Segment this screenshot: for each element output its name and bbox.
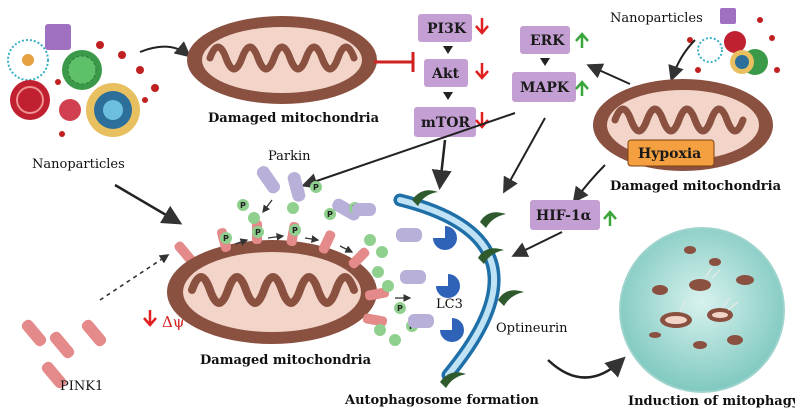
arrow-mapk-autophagosome [503,117,546,194]
arrow-mito-right-mapk [586,63,631,85]
parkin-lc3-complexes [352,203,434,328]
arrow-mtor-autophagosome [431,139,452,190]
phospho-group: P P P P P P P P P [220,181,418,346]
arrow-akt-mtor [443,92,453,100]
svg-text:P: P [240,201,246,210]
arrow-np-to-mito-top [139,41,192,58]
optineurin-group [412,190,524,388]
mitochondria-right: Hypoxia [593,79,773,171]
induction-label: Induction of mitophagy [628,394,795,409]
optineurin-label: Optineurin [496,321,568,336]
akt-down-arrow-icon [475,63,489,80]
mtor-box: mTOR [414,107,476,137]
arrow-mito-right-hif [572,164,606,204]
akt-box: Akt [424,59,468,87]
chain-arrows [234,199,412,302]
arrow-to-mitophagy [547,356,626,379]
autophagosome-membrane-inner [397,197,498,378]
parkin-cluster [256,166,361,221]
pink1-label: PINK1 [60,379,103,394]
svg-text:P: P [255,228,261,237]
arrow-np-to-mito-bottom [114,183,183,225]
delta-psi-down-arrow-icon [143,310,157,327]
mapk-box: MAPK [512,72,576,102]
mitochondria-bottom [167,240,377,344]
damaged-mito-right-label: Damaged mitochondria [610,179,782,194]
mitophagy-vesicle [619,227,785,393]
hypoxia-label: Hypoxia [638,146,701,162]
pink1-on-membrane [174,241,196,265]
hif1a-box: HIF-1α [530,200,600,230]
pi3k-box: PI3K [418,14,472,42]
arrow-pink1-mito [99,254,170,301]
delta-psi-label: Δψ [162,313,185,331]
autophagosome-label: Autophagosome formation [344,393,539,408]
arrow-pi3k-akt [443,46,453,54]
pink1-cluster [21,319,107,389]
svg-text:P: P [223,234,229,243]
svg-text:P: P [327,210,333,219]
mapk-label: MAPK [520,80,570,96]
nanoparticles-left-label: Nanoparticles [32,157,125,172]
svg-text:P: P [292,226,298,235]
svg-text:P: P [313,183,319,192]
damaged-mito-bottom-label: Damaged mitochondria [200,353,372,368]
arrow-erk-mapk [540,58,550,66]
erk-box: ERK [520,26,570,54]
lc3-label: LC3 [436,297,463,312]
arrow-mapk-parkin [301,112,516,189]
erk-up-arrow-icon [575,32,589,48]
nanoparticle-cluster-left [7,24,159,137]
hif1a-label: HIF-1α [536,208,592,224]
mitochondria-top [187,16,377,104]
damaged-mito-top-label: Damaged mitochondria [208,111,380,126]
hif1a-up-arrow-icon [603,210,617,226]
akt-label: Akt [431,66,460,82]
arrow-np-right-to-mito [668,39,696,82]
mtor-label: mTOR [421,115,470,131]
parkin-label: Parkin [268,149,311,164]
erk-label: ERK [530,33,565,49]
mapk-up-arrow-icon [575,80,589,96]
pi3k-down-arrow-icon [475,18,489,35]
lc3-group [433,226,464,342]
pi3k-label: PI3K [427,21,467,37]
svg-text:P: P [397,304,403,313]
nanoparticles-right-label: Nanoparticles [610,11,703,26]
nanoparticle-cluster-right [687,8,780,75]
arrow-hif-autophagosome [511,231,563,257]
